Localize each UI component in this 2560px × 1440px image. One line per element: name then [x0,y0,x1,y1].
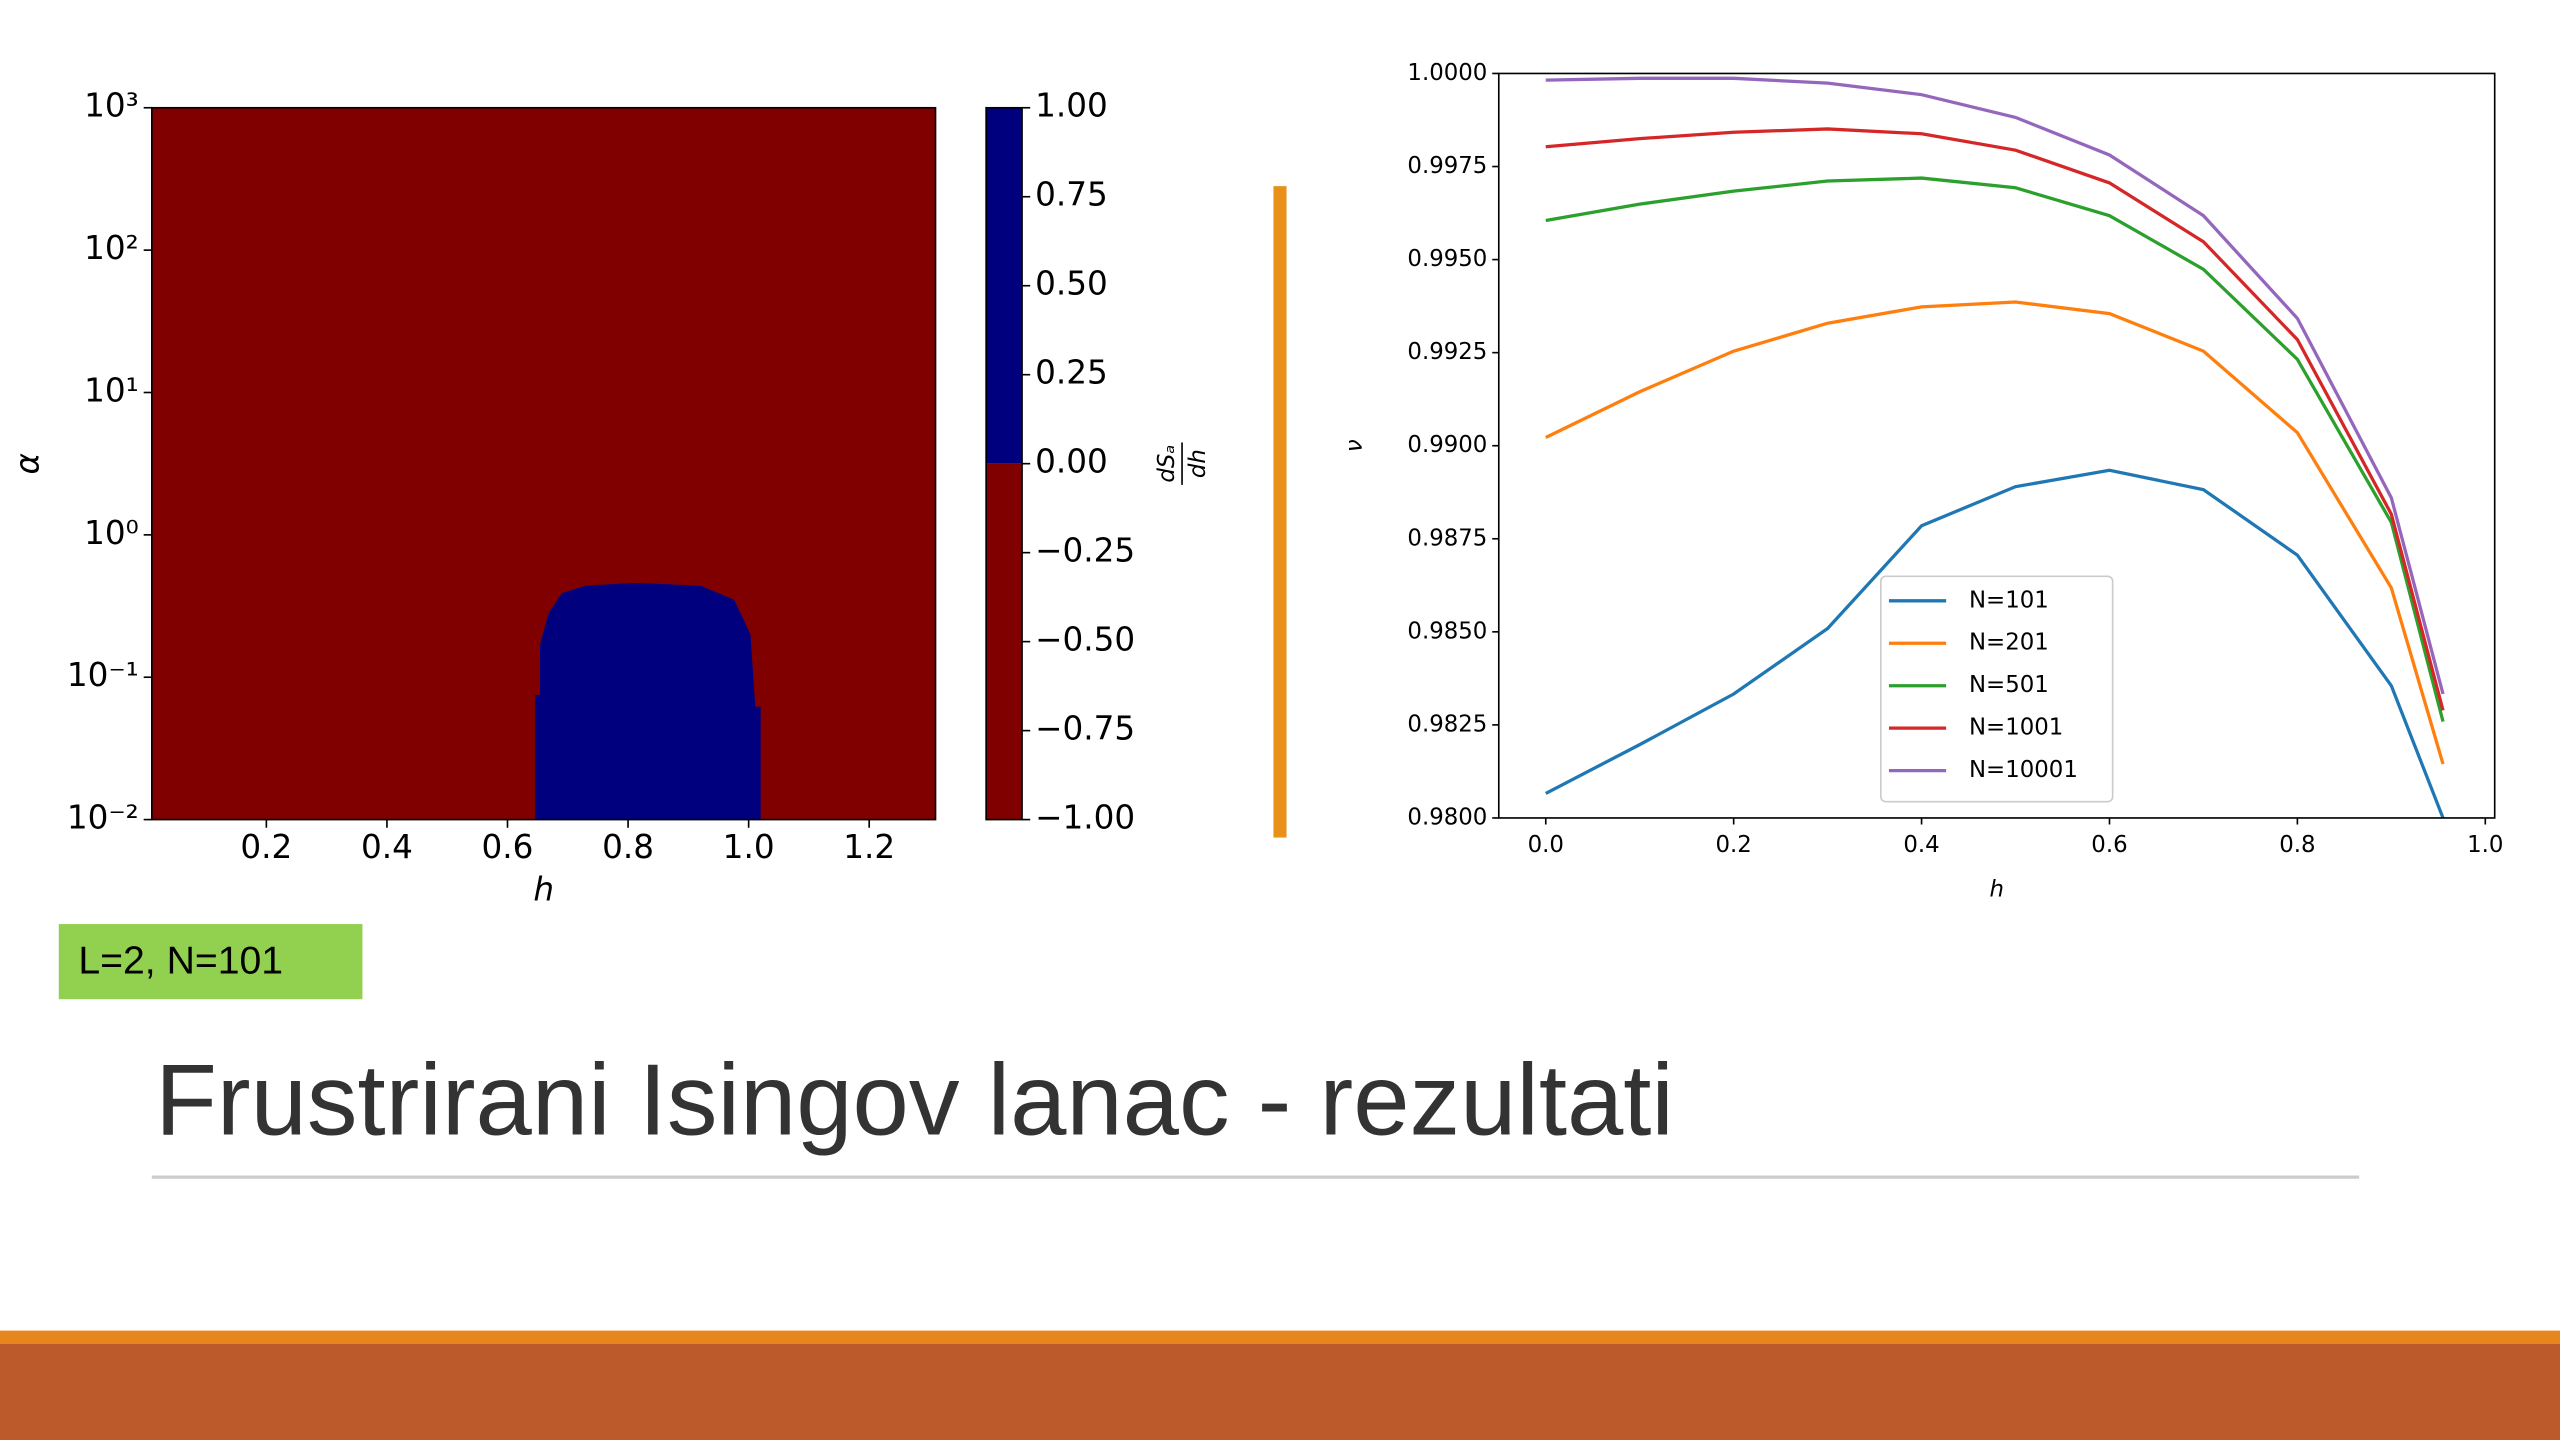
legend-label: N=201 [1969,630,2049,656]
colorbar-label: dSₐ dh [1154,442,1211,485]
plot-frame [151,106,937,821]
colorbar-label-denominator: dh [1185,449,1211,478]
footer-band [0,1343,2560,1440]
y-tick-label: 10⁻² [67,799,139,837]
heatmap-region [535,582,761,820]
y-tick-label: 0.9900 [1407,432,1487,458]
x-tick-label: 0.6 [482,828,534,866]
legend-label: N=10001 [1969,757,2078,783]
series-line [1545,127,2445,711]
series-line [1545,76,2445,695]
y-axis-label: α [8,452,46,474]
y-axis-label: ν [1342,439,1368,452]
y-tick-label: 10¹ [84,371,139,409]
series-line [1545,176,2445,722]
x-tick-label: 0.0 [1528,832,1564,858]
footer-stripe [0,1330,2560,1344]
colorbar-tick-label: 0.75 [1035,176,1108,214]
colorbar-tick-label: −0.50 [1035,621,1135,659]
y-tick-label: 0.9825 [1407,711,1487,737]
x-tick-label: 0.2 [240,828,292,866]
colorbar-label-numerator: dSₐ [1154,445,1180,483]
series-line [1545,300,2445,765]
colorbar-tick-label: 0.00 [1035,443,1108,481]
colorbar-tick-label: −0.25 [1035,532,1135,570]
series-line [1545,468,2445,819]
y-tick-label: 0.9925 [1407,339,1487,365]
y-tick-label: 0.9975 [1407,153,1487,179]
legend-label: N=501 [1969,672,2049,698]
plot-frame [1497,72,2496,819]
x-tick-label: 0.2 [1715,832,1751,858]
x-tick-label: 1.2 [843,828,895,866]
y-tick-label: 0.9850 [1407,618,1487,644]
colorbar-tick-label: 1.00 [1035,87,1108,125]
colorbar-segment [986,107,1023,464]
x-tick-label: 1.0 [723,828,775,866]
accent-bar [1273,186,1287,838]
colorbar-tick-label: −1.00 [1035,799,1135,837]
y-tick-label: 10⁻¹ [67,656,139,694]
colorbar-segment [986,463,1023,820]
x-tick-label: 0.8 [2279,832,2315,858]
tag-box [58,924,363,1000]
y-tick-label: 10² [84,229,139,267]
y-tick-label: 0.9875 [1407,525,1487,551]
legend-label: N=101 [1969,587,2049,613]
y-tick-label: 10³ [84,87,139,125]
x-tick-label: 0.4 [1903,832,1939,858]
legend-box [1880,575,2114,803]
colorbar-tick-label: 0.25 [1035,354,1108,392]
tag-text: L=2, N=101 [78,940,283,983]
y-tick-label: 1.0000 [1407,60,1487,86]
x-tick-label: 1.0 [2467,832,2503,858]
x-tick-label: 0.4 [361,828,413,866]
x-axis-label: h [1989,876,2003,902]
legend-label: N=1001 [1969,715,2063,741]
y-tick-label: 0.9800 [1407,804,1487,830]
slide-title: Frustrirani Isingov lanac - rezultati [155,1044,1674,1157]
y-tick-label: 0.9950 [1407,246,1487,272]
colorbar-tick-label: −0.75 [1035,710,1135,748]
y-tick-label: 10⁰ [84,514,139,552]
x-tick-label: 0.6 [2091,832,2127,858]
x-tick-label: 0.8 [602,828,654,866]
colorbar-tick-label: 0.50 [1035,265,1108,303]
x-axis-label: h [533,870,554,908]
